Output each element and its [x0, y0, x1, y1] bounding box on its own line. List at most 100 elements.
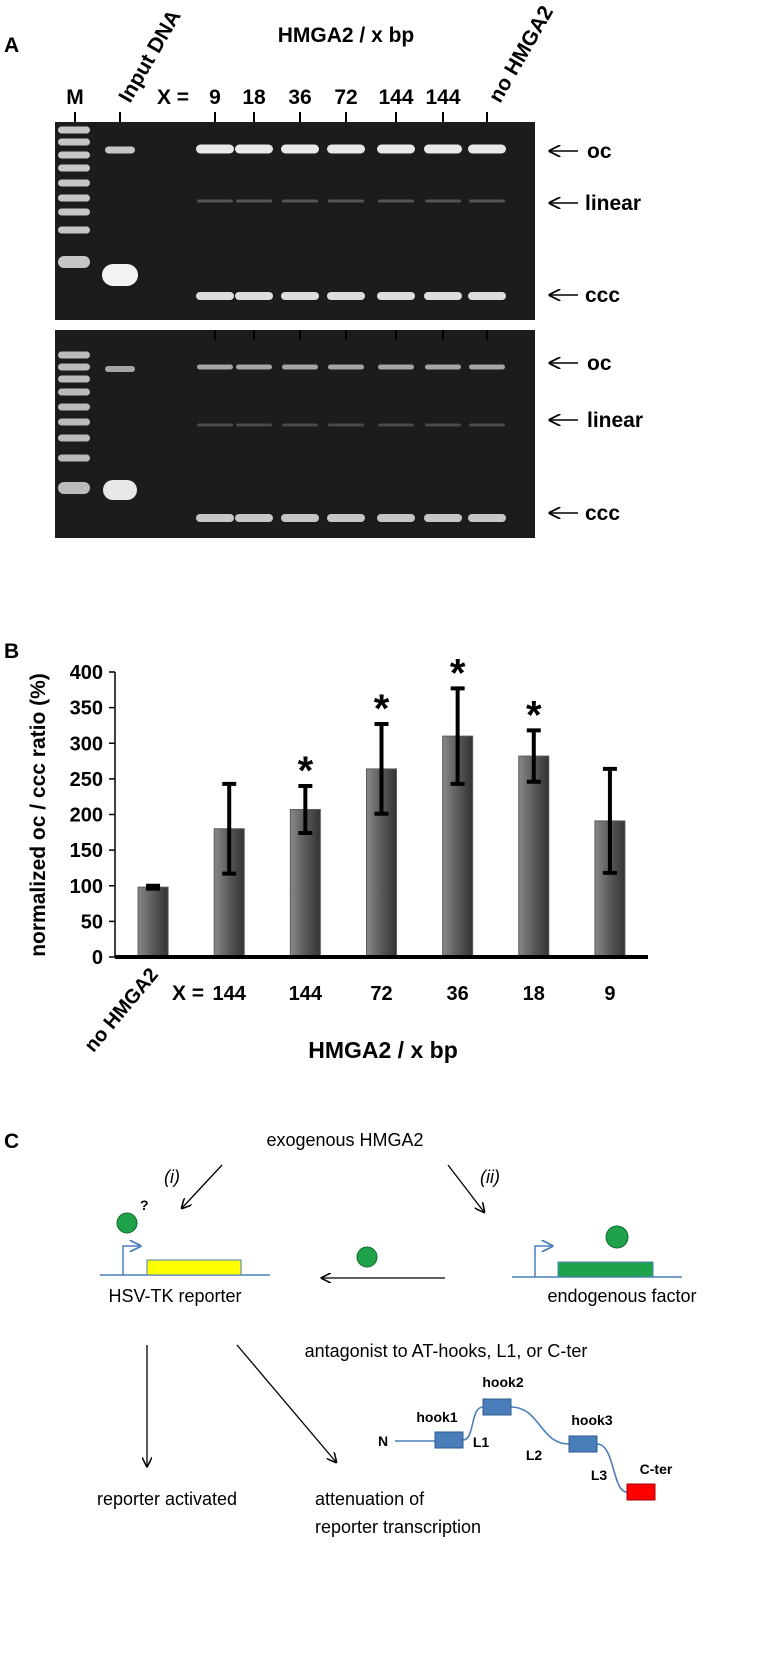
band [235, 144, 273, 154]
promoter [122, 1246, 140, 1275]
band [425, 423, 461, 427]
lane-label: no HMGA2 [484, 2, 558, 106]
band [236, 364, 272, 370]
band-label: ccc [585, 284, 620, 307]
arrow [236, 1344, 336, 1462]
band [58, 164, 90, 172]
band [58, 375, 90, 383]
band [424, 292, 462, 300]
factor [116, 1212, 138, 1234]
band [328, 423, 364, 427]
band [196, 514, 234, 522]
y-axis-label: normalized oc / ccc ratio (%) [27, 673, 50, 957]
band [103, 480, 137, 500]
protein-label: N [378, 1433, 388, 1449]
band-label: linear [585, 192, 641, 215]
band-label: oc [587, 352, 612, 375]
band-label: linear [587, 409, 643, 432]
significance-marker: * [450, 651, 466, 695]
band [58, 226, 90, 234]
band [378, 423, 414, 427]
path-label: (ii) [480, 1167, 500, 1187]
band [58, 194, 90, 202]
lane-label: 72 [334, 86, 357, 109]
error-bar [374, 722, 389, 816]
lane-label: 36 [288, 86, 311, 109]
significance-marker: * [526, 693, 542, 737]
band [235, 292, 273, 300]
protein-label: L2 [526, 1447, 543, 1463]
band [196, 144, 234, 154]
bar-chart: 0 50 100 150 200 250 300 350 400 no HMGA2 144 * 144 *… [70, 651, 648, 1057]
protein-label: hook3 [571, 1412, 612, 1428]
band [468, 292, 506, 300]
band [378, 199, 414, 203]
band [377, 292, 415, 300]
band-labels: oc linear ccc oc linear ccc [585, 140, 643, 525]
protein-chain [395, 1406, 628, 1493]
y-tick-label: 50 [81, 911, 103, 933]
x-tick-label: no HMGA2 [80, 964, 163, 1056]
lane-label: M [66, 86, 84, 109]
band-label: ccc [585, 502, 620, 525]
x-tick-label: 18 [523, 983, 545, 1005]
band [377, 514, 415, 522]
factor-label: endogenous factor [547, 1286, 696, 1306]
band [196, 292, 234, 300]
band [282, 423, 318, 427]
significance-marker: * [298, 749, 314, 793]
band [424, 514, 462, 522]
band [58, 208, 90, 216]
antagonist-label: antagonist to AT-hooks, L1, or C-ter [305, 1341, 588, 1361]
band [469, 199, 505, 203]
band [58, 126, 90, 134]
x-tick-label: 9 [604, 983, 615, 1005]
band [468, 514, 506, 522]
band [424, 144, 462, 154]
band [235, 514, 273, 522]
lane-label: 18 [242, 86, 266, 109]
x-tick-label: 36 [447, 983, 469, 1005]
band [58, 434, 90, 442]
band [327, 144, 365, 154]
reporter-label: HSV-TK reporter [108, 1286, 241, 1306]
band [469, 423, 505, 427]
question: ? [140, 1197, 149, 1213]
error-bar [298, 784, 313, 836]
diagram: C exogenous HMGA2 (i) (ii) ? HSV-TK repo… [4, 1130, 697, 1537]
lane-label: 144 [425, 86, 460, 109]
lane-label: 144 [378, 86, 413, 109]
band [58, 256, 90, 268]
c-terminus [626, 1483, 656, 1501]
band [328, 364, 364, 370]
y-tick-label: 350 [70, 698, 103, 720]
band [377, 144, 415, 154]
bar [137, 886, 169, 958]
band [102, 264, 138, 286]
band [281, 292, 319, 300]
band [281, 144, 319, 154]
outcome: reporter activated [97, 1489, 237, 1509]
y-tick-label: 0 [92, 947, 103, 969]
band [282, 364, 318, 370]
gel-title: HMGA2 / x bp [278, 24, 415, 47]
hook [568, 1435, 598, 1453]
x-prefix: X = [172, 982, 204, 1005]
protein-label: L1 [473, 1434, 490, 1450]
band [236, 423, 272, 427]
hook [482, 1398, 512, 1416]
band [469, 364, 505, 370]
band [281, 514, 319, 522]
y-tick-label: 400 [70, 662, 103, 684]
band [425, 199, 461, 203]
band [58, 454, 90, 462]
band [327, 292, 365, 300]
band [236, 199, 272, 203]
panel-letter: B [4, 640, 19, 663]
error-bar [146, 883, 161, 891]
band [58, 403, 90, 411]
panel-letter: C [4, 1130, 19, 1153]
band [197, 423, 233, 427]
band [58, 138, 90, 146]
